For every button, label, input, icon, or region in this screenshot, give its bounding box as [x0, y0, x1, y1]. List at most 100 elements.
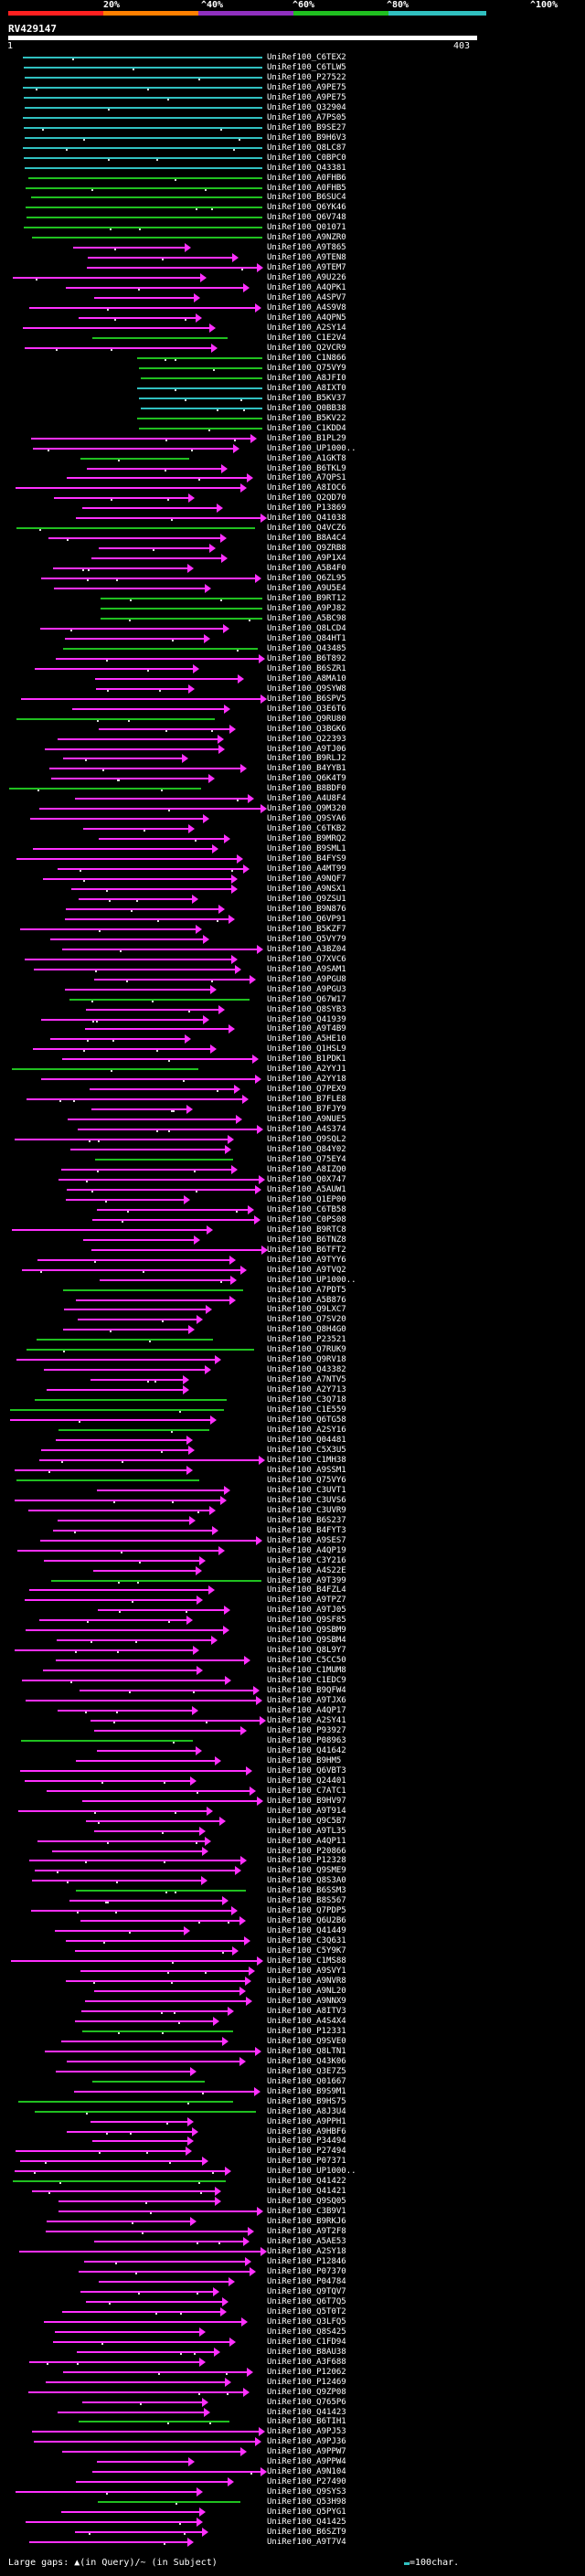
hit-label[interactable]: UniRef100_A9N104	[267, 2467, 346, 2477]
hit-label[interactable]: UniRef100_A9NL20	[267, 1987, 346, 1997]
hit-label[interactable]: UniRef100_P07371	[267, 2157, 346, 2167]
hit-label[interactable]: UniRef100_B8S567	[267, 1896, 346, 1906]
hit-label[interactable]: UniRef100_B9H6V3	[267, 133, 346, 143]
hit-label[interactable]: UniRef100_P20866	[267, 1846, 346, 1856]
hit-label[interactable]: UniRef100_B6T892	[267, 653, 346, 663]
hit-label[interactable]: UniRef100_Q7PEX9	[267, 1085, 346, 1095]
hit-label[interactable]: UniRef100_C1N866	[267, 353, 346, 363]
hit-label[interactable]: UniRef100_A9T2F8	[267, 2227, 346, 2237]
hit-label[interactable]: UniRef100_Q8S3A0	[267, 1876, 346, 1886]
hit-label[interactable]: UniRef100_B4FYS9	[267, 854, 346, 864]
hit-label[interactable]: UniRef100_A5BC98	[267, 613, 346, 623]
hit-label[interactable]: UniRef100_Q22393	[267, 734, 346, 744]
hit-label[interactable]: UniRef100_B5KV22	[267, 413, 346, 423]
hit-label[interactable]: UniRef100_B5KZF7	[267, 924, 346, 934]
hit-label[interactable]: UniRef100_A8J3U4	[267, 2106, 346, 2116]
hit-label[interactable]: UniRef100_A4QP19	[267, 1545, 346, 1555]
hit-label[interactable]: UniRef100_Q9SQ05	[267, 2197, 346, 2207]
hit-label[interactable]: UniRef100_B1PDK1	[267, 1055, 346, 1065]
hit-label[interactable]: UniRef100_B6TFT2	[267, 1245, 346, 1255]
hit-label[interactable]: UniRef100_Q9SYS3	[267, 2487, 346, 2497]
hit-label[interactable]: UniRef100_Q0BB38	[267, 403, 346, 413]
hit-label[interactable]: UniRef100_Q41423	[267, 2407, 346, 2417]
hit-label[interactable]: UniRef100_B6SZT9	[267, 2528, 346, 2538]
hit-label[interactable]: UniRef100_B9HM5	[267, 1755, 342, 1765]
hit-label[interactable]: UniRef100_Q765P6	[267, 2397, 346, 2407]
hit-label[interactable]: UniRef100_B4FYT3	[267, 1525, 346, 1535]
hit-label[interactable]: UniRef100_B6SPV5	[267, 694, 346, 704]
hit-label[interactable]: UniRef100_Q9ZP08	[267, 2387, 346, 2397]
hit-label[interactable]: UniRef100_A9PJ36	[267, 2437, 346, 2447]
hit-label[interactable]: UniRef100_A9TJ05	[267, 1606, 346, 1616]
hit-label[interactable]: UniRef100_A9TL35	[267, 1826, 346, 1836]
hit-label[interactable]: UniRef100_A9TJX6	[267, 1696, 346, 1706]
hit-label[interactable]: UniRef100_A4S374	[267, 1125, 346, 1135]
hit-label[interactable]: UniRef100_A2SY41	[267, 1716, 346, 1725]
hit-label[interactable]: UniRef100_B9QFW4	[267, 1686, 346, 1696]
hit-label[interactable]: UniRef100_Q1HSL9	[267, 1044, 346, 1055]
hit-label[interactable]: UniRef100_A8JFI0	[267, 373, 346, 383]
hit-label[interactable]: UniRef100_A2SY18	[267, 2247, 346, 2257]
hit-label[interactable]: UniRef100_P12328	[267, 1856, 346, 1866]
hit-label[interactable]: UniRef100_C1FD94	[267, 2337, 346, 2347]
hit-label[interactable]: UniRef100_A7NTV5	[267, 1375, 346, 1385]
hit-label[interactable]: UniRef100_Q53H98	[267, 2497, 346, 2507]
hit-label[interactable]: UniRef100_Q41939	[267, 1014, 346, 1024]
hit-label[interactable]: UniRef100_A9HBF6	[267, 2126, 346, 2136]
hit-label[interactable]: UniRef100_Q9SME9	[267, 1866, 346, 1876]
hit-label[interactable]: UniRef100_Q9SYA6	[267, 814, 346, 824]
hit-label[interactable]: UniRef100_Q75VY6	[267, 1475, 346, 1485]
hit-label[interactable]: UniRef100_C1MH38	[267, 1455, 346, 1465]
hit-label[interactable]: UniRef100_A9TVQ2	[267, 1265, 346, 1275]
hit-label[interactable]: UniRef100_B4YYB1	[267, 764, 346, 774]
hit-label[interactable]: UniRef100_Q6TG58	[267, 1415, 346, 1426]
hit-label[interactable]: UniRef100_Q41038	[267, 514, 346, 524]
hit-label[interactable]: UniRef100_P12062	[267, 2367, 346, 2377]
hit-label[interactable]: UniRef100_Q9RU80	[267, 714, 346, 724]
hit-label[interactable]: UniRef100_B6TIH1	[267, 2417, 346, 2427]
hit-label[interactable]: UniRef100_C1MS88	[267, 1956, 346, 1966]
hit-label[interactable]: UniRef100_A9PGU8	[267, 974, 346, 984]
hit-label[interactable]: UniRef100_A9SAM1	[267, 964, 346, 974]
hit-label[interactable]: UniRef100_Q9SBM9	[267, 1626, 346, 1636]
hit-label[interactable]: UniRef100_A9PPW7	[267, 2447, 346, 2457]
hit-label[interactable]: UniRef100_A4MT99	[267, 864, 346, 875]
hit-label[interactable]: UniRef100_A9NUE5	[267, 1115, 346, 1125]
hit-label[interactable]: UniRef100_B9HS75	[267, 2096, 346, 2106]
hit-label[interactable]: UniRef100_C5Y9K7	[267, 1946, 346, 1956]
hit-label[interactable]: UniRef100_B6SZR1	[267, 663, 346, 673]
hit-label[interactable]: UniRef100_UP1000..	[267, 2167, 356, 2177]
hit-label[interactable]: UniRef100_C5X3U5	[267, 1445, 346, 1455]
hit-label[interactable]: UniRef100_A3F688	[267, 2357, 346, 2367]
hit-label[interactable]: UniRef100_P04784	[267, 2276, 346, 2286]
hit-label[interactable]: UniRef100_A5HE10	[267, 1034, 346, 1044]
hit-label[interactable]: UniRef100_P13869	[267, 504, 346, 514]
hit-label[interactable]: UniRef100_Q3E7Z5	[267, 2066, 346, 2076]
hit-label[interactable]: UniRef100_C1EDC9	[267, 1676, 346, 1686]
hit-label[interactable]: UniRef100_Q8LTN1	[267, 2046, 346, 2056]
hit-label[interactable]: UniRef100_A9NSX1	[267, 885, 346, 894]
hit-label[interactable]: UniRef100_B6S237	[267, 1515, 346, 1525]
hit-label[interactable]: UniRef100_Q0X747	[267, 1174, 346, 1184]
hit-label[interactable]: UniRef100_Q84Y02	[267, 1145, 346, 1155]
hit-label[interactable]: UniRef100_Q2VCR9	[267, 343, 346, 353]
hit-label[interactable]: UniRef100_Q9SVE0	[267, 2036, 346, 2046]
hit-label[interactable]: UniRef100_Q6YK46	[267, 203, 346, 213]
hit-label[interactable]: UniRef100_A5B876	[267, 1295, 346, 1305]
hit-label[interactable]: UniRef100_A7PS05	[267, 112, 346, 122]
hit-label[interactable]: UniRef100_A9PE75	[267, 92, 346, 102]
hit-label[interactable]: UniRef100_A9TYY6	[267, 1255, 346, 1265]
hit-label[interactable]: UniRef100_A0FHB5	[267, 183, 346, 193]
hit-label[interactable]: UniRef100_A4U8F4	[267, 794, 346, 804]
hit-label[interactable]: UniRef100_Q01071	[267, 223, 346, 233]
hit-label[interactable]: UniRef100_Q43382	[267, 1365, 346, 1375]
hit-label[interactable]: UniRef100_B9N876	[267, 904, 346, 914]
hit-label[interactable]: UniRef100_C3UVR9	[267, 1505, 346, 1515]
hit-label[interactable]: UniRef100_A4QP11	[267, 1836, 346, 1846]
hit-label[interactable]: UniRef100_C6TB58	[267, 1204, 346, 1214]
hit-label[interactable]: UniRef100_Q41421	[267, 2187, 346, 2197]
hit-label[interactable]: UniRef100_B9MRQ2	[267, 834, 346, 844]
hit-label[interactable]: UniRef100_Q6K4T9	[267, 774, 346, 784]
hit-label[interactable]: UniRef100_A2SY16	[267, 1426, 346, 1436]
hit-label[interactable]: UniRef100_Q8S425	[267, 2327, 346, 2337]
